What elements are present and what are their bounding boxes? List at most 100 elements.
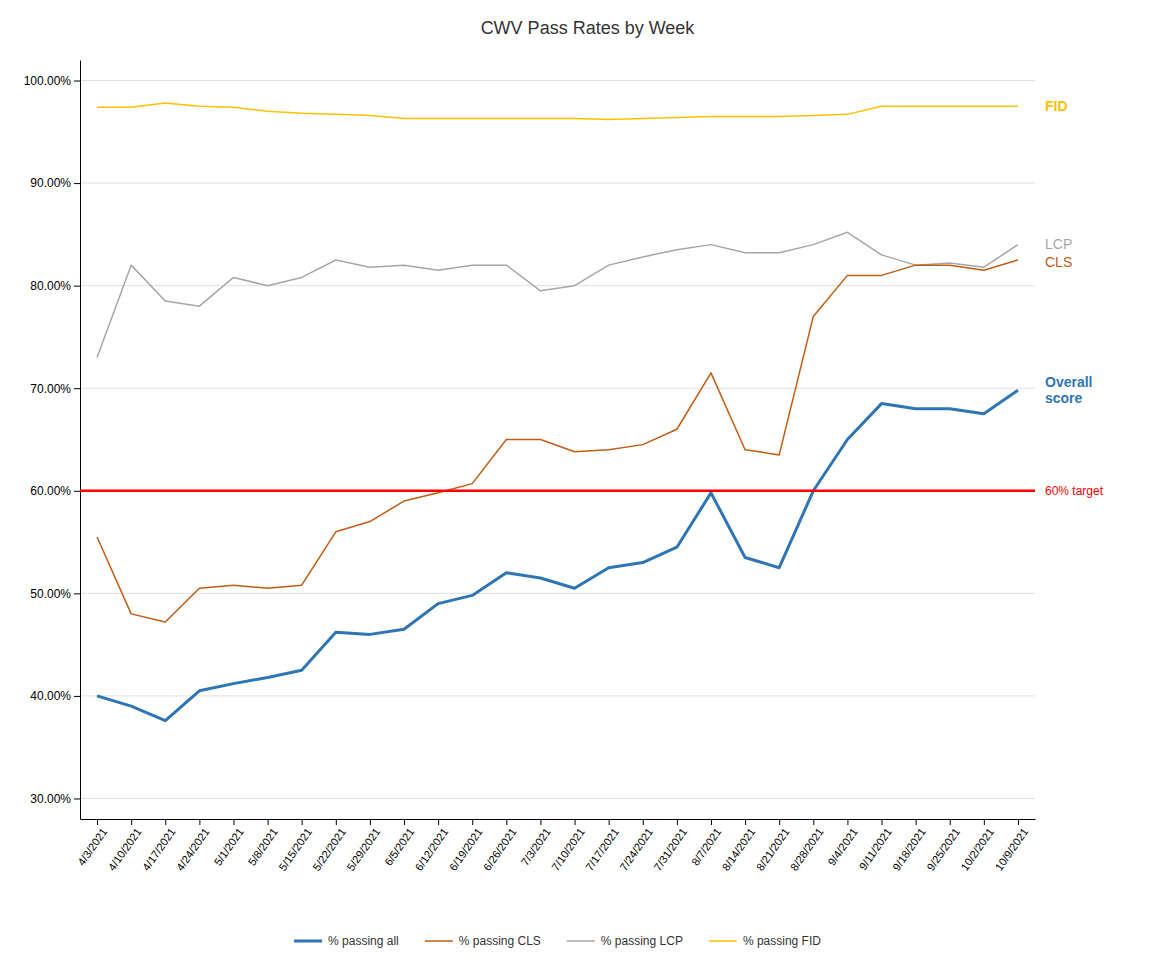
x-tick-mark <box>336 819 337 825</box>
y-tick-label: 60.00% <box>30 484 71 498</box>
legend-swatch <box>425 940 453 942</box>
x-tick: 4/3/2021 <box>75 819 109 868</box>
x-tick-label: 4/24/2021 <box>174 826 212 873</box>
y-tick-mark <box>74 593 80 594</box>
y-tick: 70.00% <box>30 382 80 396</box>
x-tick-label: 6/5/2021 <box>382 826 416 868</box>
x-tick-mark <box>950 819 951 825</box>
x-tick-label: 7/17/2021 <box>583 826 621 873</box>
x-tick: 7/17/2021 <box>583 819 621 873</box>
grid <box>80 81 1035 799</box>
y-tick-mark <box>74 81 80 82</box>
x-tick-label: 4/3/2021 <box>75 826 109 868</box>
x-tick-label: 4/17/2021 <box>140 826 178 873</box>
x-tick: 8/7/2021 <box>689 819 723 868</box>
y-tick-label: 70.00% <box>30 382 71 396</box>
series-line <box>97 103 1018 119</box>
y-tick: 80.00% <box>30 279 80 293</box>
x-tick-mark <box>233 819 234 825</box>
x-tick-mark <box>916 819 917 825</box>
legend-item: % passing all <box>294 934 399 948</box>
x-tick-mark <box>882 819 883 825</box>
grid-line <box>80 798 1035 799</box>
x-tick-mark <box>677 819 678 825</box>
y-axis: 30.00%40.00%50.00%60.00%70.00%80.00%90.0… <box>24 61 81 820</box>
y-axis-line <box>80 61 81 820</box>
title: CWV Pass Rates by Week <box>481 18 696 38</box>
x-tick: 6/12/2021 <box>413 819 451 873</box>
x-tick-label: 9/18/2021 <box>890 826 928 873</box>
legend-swatch <box>567 940 595 942</box>
grid-line <box>80 388 1035 389</box>
x-tick: 5/1/2021 <box>211 819 245 868</box>
x-tick: 10/2/2021 <box>958 819 996 873</box>
x-tick-label: 10/9/2021 <box>992 826 1030 873</box>
x-tick-label: 9/25/2021 <box>924 826 962 873</box>
plot-area <box>80 103 1035 720</box>
x-tick: 9/4/2021 <box>825 819 859 868</box>
x-tick: 4/17/2021 <box>140 819 178 873</box>
x-tick: 6/5/2021 <box>382 819 416 868</box>
y-tick-label: 30.00% <box>30 792 71 806</box>
x-tick: 5/29/2021 <box>344 819 382 873</box>
grid-line <box>80 695 1035 696</box>
x-tick: 7/24/2021 <box>617 819 655 873</box>
y-tick-mark <box>74 491 80 492</box>
series-line <box>97 260 1018 622</box>
x-tick-mark <box>984 819 985 825</box>
x-tick-label: 8/14/2021 <box>720 826 758 873</box>
grid-line <box>80 80 1035 81</box>
x-tick-label: 5/8/2021 <box>246 826 280 868</box>
grid-line <box>80 183 1035 184</box>
x-tick-mark <box>575 819 576 825</box>
x-tick-mark <box>370 819 371 825</box>
x-tick-label: 5/15/2021 <box>276 826 314 873</box>
y-tick-mark <box>74 286 80 287</box>
y-tick-mark <box>74 388 80 389</box>
x-tick-mark <box>643 819 644 825</box>
x-tick-mark <box>404 819 405 825</box>
legend-label: % passing LCP <box>601 934 683 948</box>
x-tick: 5/8/2021 <box>246 819 280 868</box>
y-tick-mark <box>74 696 80 697</box>
y-tick-label: 40.00% <box>30 689 71 703</box>
x-tick-mark <box>199 819 200 825</box>
x-tick: 6/26/2021 <box>481 819 519 873</box>
end-label: 60% target <box>1045 484 1104 498</box>
x-tick: 9/11/2021 <box>856 819 893 872</box>
chart: CWV Pass Rates by Week 30.00% 40.00% 50.00%… <box>0 0 1175 969</box>
y-tick: 100.00% <box>24 74 80 88</box>
x-tick: 4/10/2021 <box>106 819 144 873</box>
x-tick-label: 9/11/2021 <box>856 826 893 872</box>
x-tick: 8/14/2021 <box>720 819 758 873</box>
x-tick-mark <box>745 819 746 825</box>
x-tick-label: 5/29/2021 <box>344 826 382 873</box>
x-tick-label: 4/10/2021 <box>106 826 144 873</box>
legend-label: % passing CLS <box>459 934 541 948</box>
end-label: Overallscore <box>1045 374 1092 406</box>
x-tick-mark <box>438 819 439 825</box>
x-tick-label: 6/19/2021 <box>447 826 485 873</box>
x-tick: 10/9/2021 <box>992 819 1030 873</box>
x-tick-mark <box>131 819 132 825</box>
legend-label: % passing all <box>328 934 399 948</box>
x-axis-line <box>81 819 1036 820</box>
y-tick-mark <box>74 183 80 184</box>
legend-item: % passing LCP <box>567 934 683 948</box>
x-tick-mark <box>302 819 303 825</box>
x-tick-mark <box>609 819 610 825</box>
x-tick-label: 8/21/2021 <box>754 826 792 873</box>
x-tick-label: 8/7/2021 <box>689 826 723 868</box>
legend-label: % passing FID <box>743 934 821 948</box>
legend-item: % passing FID <box>709 934 821 948</box>
y-tick-label: 50.00% <box>30 587 71 601</box>
x-tick-mark <box>472 819 473 825</box>
x-tick: 4/24/2021 <box>174 819 212 873</box>
x-tick: 6/19/2021 <box>447 819 485 873</box>
x-tick: 7/31/2021 <box>651 819 689 873</box>
legend-swatch <box>294 940 322 943</box>
legend: % passing all % passing CLS % passing LCP%… <box>294 934 821 948</box>
x-tick-mark <box>97 819 98 825</box>
x-tick-label: 8/28/2021 <box>788 826 826 873</box>
x-tick-label: 5/22/2021 <box>310 826 348 873</box>
